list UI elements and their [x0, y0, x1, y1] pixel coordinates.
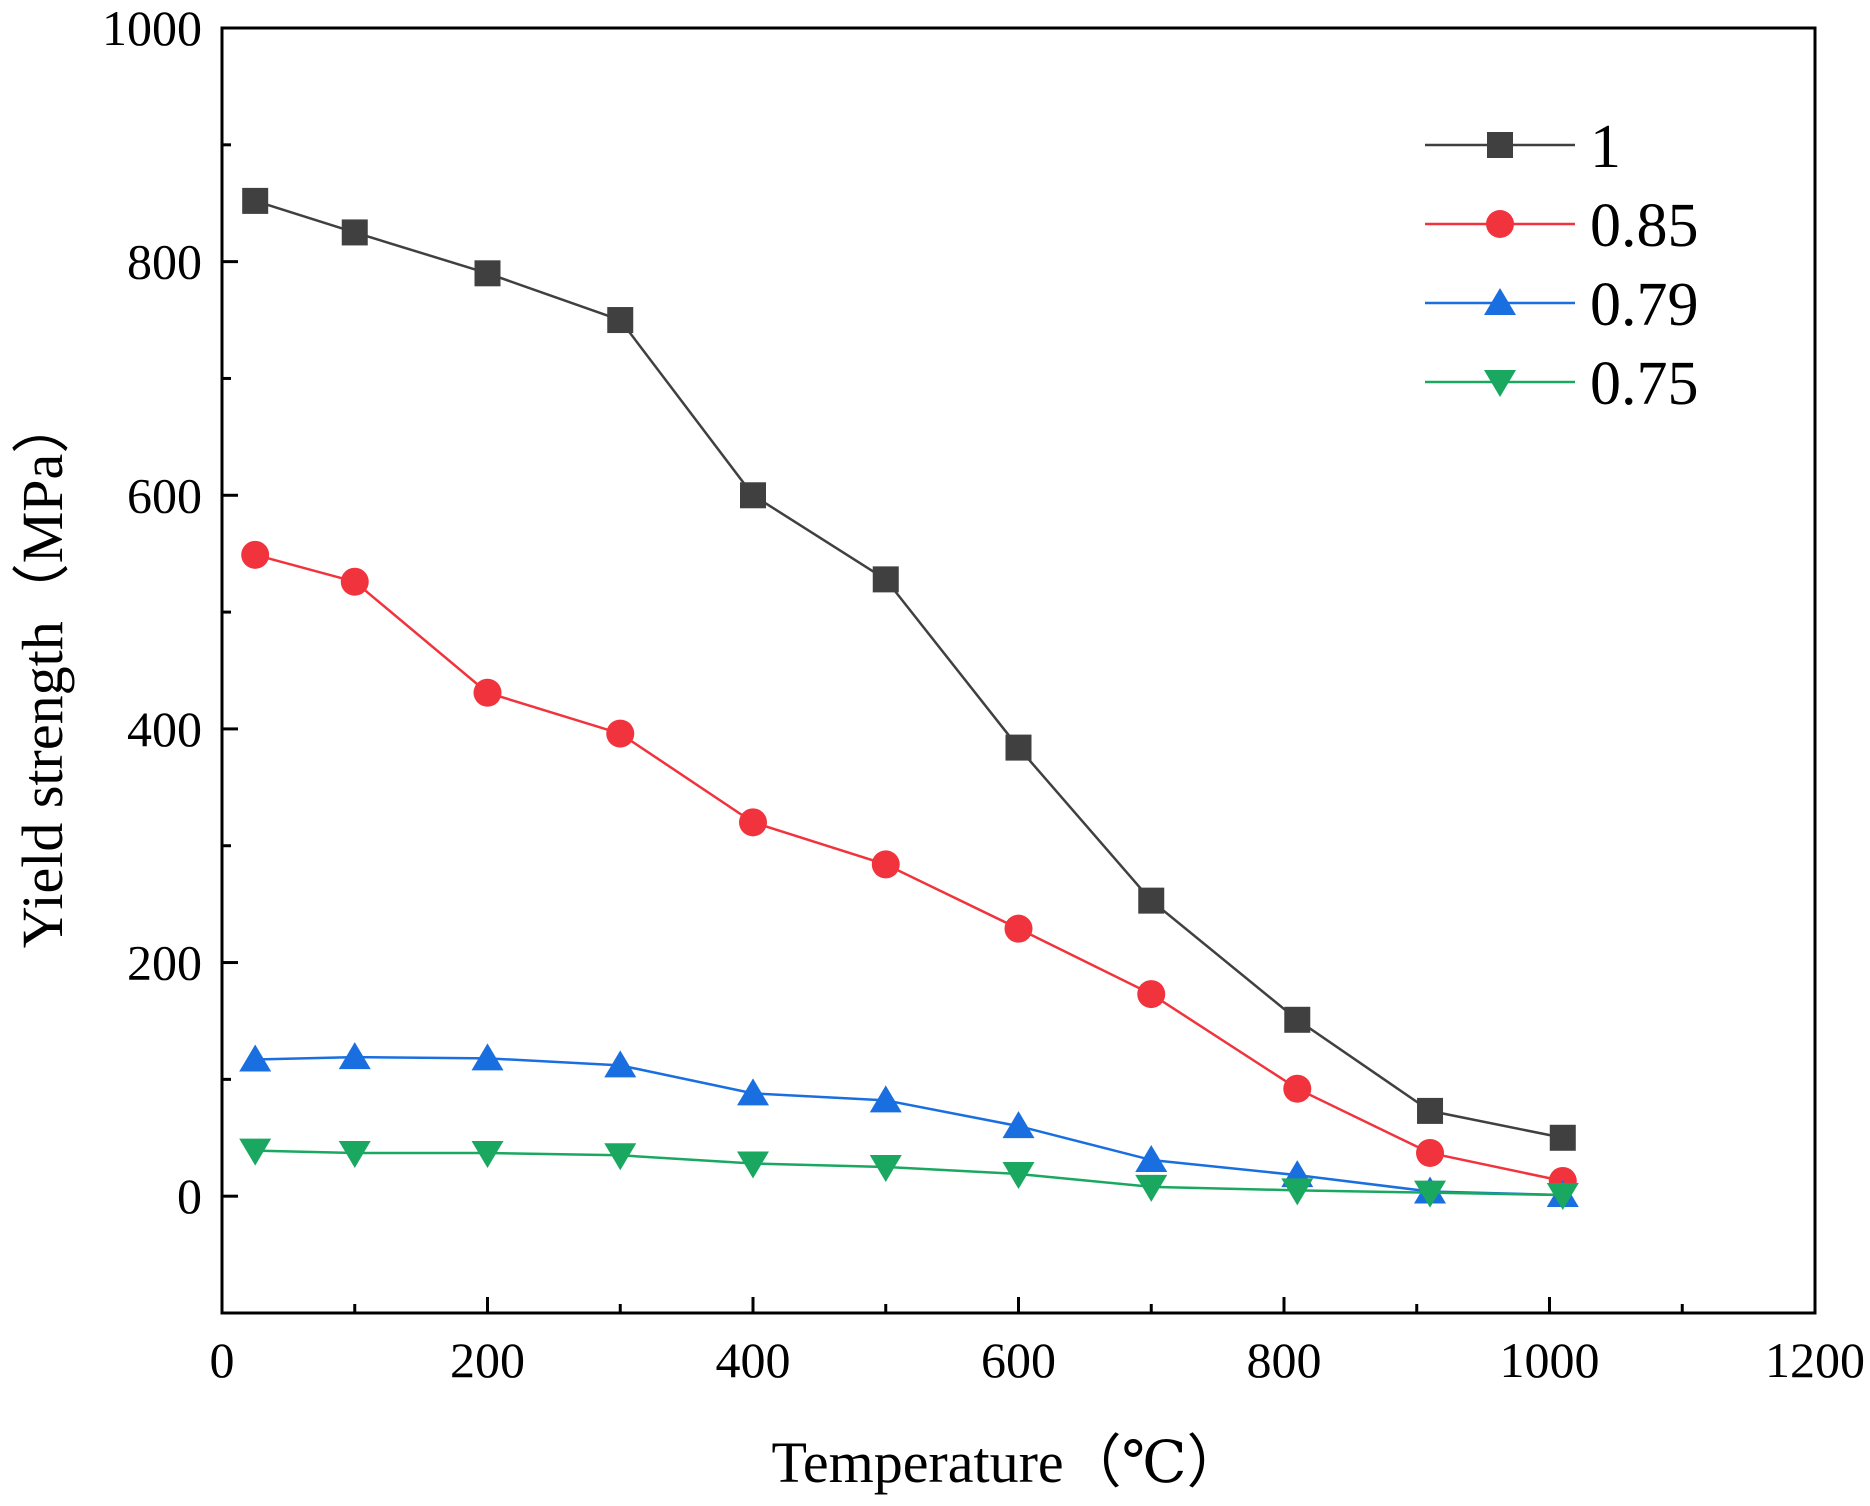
series-2	[239, 1042, 1579, 1208]
data-point	[872, 566, 899, 593]
data-point	[239, 1138, 272, 1166]
plot-layer	[239, 187, 1579, 1211]
data-point	[338, 1042, 371, 1070]
data-point	[1417, 1097, 1444, 1124]
data-point	[1135, 1144, 1168, 1172]
data-point	[341, 219, 368, 246]
data-point	[1283, 1074, 1312, 1103]
legend-label: 0.75	[1590, 350, 1699, 418]
x-tick-label: 0	[210, 1332, 235, 1388]
data-point	[1138, 887, 1165, 914]
data-point	[239, 1044, 272, 1072]
series-line-1	[254, 553, 1564, 1183]
data-point	[604, 1050, 637, 1078]
legend-label: 0.85	[1590, 192, 1699, 260]
legend-label: 0.79	[1590, 271, 1699, 339]
legend-marker	[1484, 370, 1516, 397]
data-point	[1416, 1138, 1445, 1167]
x-tick-label: 1200	[1765, 1332, 1865, 1388]
data-point	[242, 187, 269, 214]
series-3	[239, 1138, 1579, 1211]
series-line-0	[254, 199, 1564, 1139]
data-point	[871, 850, 900, 879]
data-point	[473, 678, 502, 707]
data-point	[737, 1151, 769, 1179]
y-tick-label: 400	[127, 701, 202, 757]
data-point	[241, 540, 270, 569]
legend-item-3: 0.75	[1425, 350, 1699, 418]
x-tick-label: 1000	[1500, 1332, 1600, 1388]
data-point	[606, 719, 635, 748]
data-point	[1002, 1161, 1035, 1189]
data-point	[1549, 1124, 1576, 1151]
legend-item-2: 0.79	[1425, 271, 1699, 339]
x-tick-label: 800	[1247, 1332, 1322, 1388]
data-point	[869, 1085, 902, 1113]
axes-layer: 0 200 400 600 800 1000 1200 0 200 400 600 800 1000	[102, 0, 1865, 1388]
data-point	[740, 482, 766, 509]
y-axis-title: Yield strength（MPa）	[10, 396, 75, 949]
data-point	[471, 1140, 504, 1168]
x-tick-label: 600	[981, 1332, 1056, 1388]
data-point	[1137, 980, 1166, 1009]
data-point	[1135, 1174, 1168, 1202]
x-axis-title: Temperature（℃）	[771, 1430, 1244, 1495]
data-point	[607, 307, 634, 334]
legend-marker	[1486, 210, 1514, 238]
data-point	[340, 567, 369, 596]
series-line-3	[255, 1149, 1563, 1197]
data-point	[338, 1140, 371, 1168]
data-point	[1284, 1006, 1311, 1033]
data-point	[1546, 1183, 1579, 1211]
data-point	[1005, 734, 1032, 761]
data-point	[1002, 1111, 1035, 1139]
data-point	[1281, 1178, 1314, 1206]
data-point	[1414, 1180, 1447, 1208]
legend-item-1: 0.85	[1425, 192, 1699, 260]
legend-label: 1	[1590, 113, 1621, 181]
legend: 1 0.85 0.79 0.75	[1425, 113, 1699, 418]
x-tick-label: 200	[450, 1332, 525, 1388]
data-point	[737, 1078, 769, 1106]
data-point	[474, 260, 501, 287]
y-tick-label: 1000	[102, 0, 202, 56]
series-line-2	[255, 1055, 1563, 1197]
data-point	[869, 1154, 902, 1182]
y-tick-label: 200	[127, 935, 202, 991]
data-point	[739, 808, 767, 837]
legend-item-0: 1	[1425, 113, 1621, 181]
series-1	[241, 540, 1577, 1195]
data-point	[471, 1043, 504, 1071]
data-point	[1004, 914, 1033, 943]
x-tick-label: 400	[716, 1332, 791, 1388]
series-0	[242, 187, 1576, 1151]
y-tick-label: 0	[177, 1168, 202, 1224]
data-point	[604, 1143, 637, 1171]
legend-marker	[1487, 132, 1513, 158]
y-tick-label: 800	[127, 234, 202, 290]
y-tick-label: 600	[127, 467, 202, 523]
legend-marker	[1484, 288, 1516, 315]
